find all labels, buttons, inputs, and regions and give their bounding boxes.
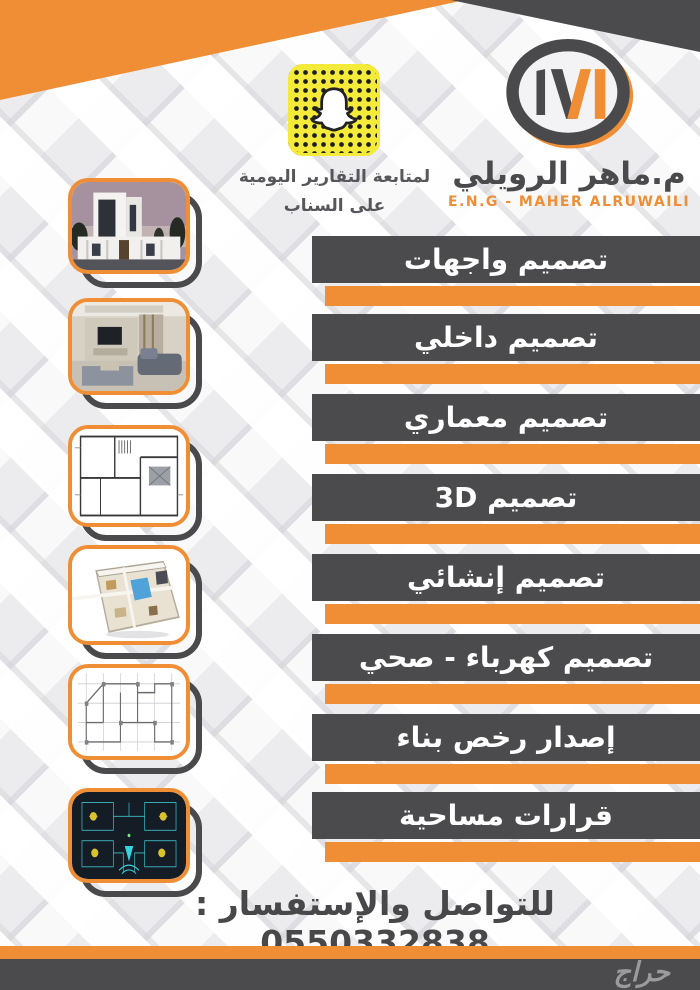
service-banner-survey-decisions: قرارات مساحية: [312, 792, 700, 862]
footer-dark-band: حراج: [0, 957, 700, 990]
service-label: تصميم 3D: [434, 480, 578, 514]
m-monogram-logo-icon: [506, 38, 634, 149]
structural-plan: [72, 668, 186, 756]
snapcode-caption-line2: على السناب: [283, 195, 386, 216]
service-banner-building-permits: إصدار رخص بناء: [312, 714, 700, 784]
gallery-card-villa-exterior: [68, 178, 202, 288]
service-banner-interior-design: تصميم داخلي: [312, 314, 700, 384]
banner-accent-stripe: [325, 842, 700, 862]
banner-accent-stripe: [325, 764, 700, 784]
banner-accent-stripe: [325, 684, 700, 704]
snapcode-caption-line1: لمتابعة التقارير اليومية: [238, 167, 431, 187]
gallery-card-interior: [68, 298, 202, 409]
snapchat-ghost-icon: [310, 87, 358, 132]
banner-accent-stripe: [325, 524, 700, 544]
service-banner-architectural-design: تصميم معماري: [312, 394, 700, 464]
banner-accent-stripe: [325, 286, 700, 306]
banner-accent-stripe: [325, 604, 700, 624]
service-label: تصميم داخلي: [414, 320, 598, 354]
interior-living-room-render: [72, 302, 186, 391]
top-left-orange-ribbon: [0, 0, 465, 100]
service-label: تصميم كهرباء - صحي: [358, 640, 654, 674]
haraj-watermark: حراج: [613, 957, 670, 988]
logo-name-arabic: م.ماهر الرويلي: [452, 156, 686, 192]
snapcode-caption: لمتابعة التقارير اليومية على السناب: [222, 163, 447, 221]
service-label: تصميم معماري: [403, 400, 609, 434]
logo-name-english: E.N.G - MAHER ALRUWAILI: [447, 194, 691, 210]
service-banner-3d-design: تصميم 3D: [312, 474, 700, 544]
2d-floor-plan: [72, 429, 186, 523]
gallery-card-2d-plan: [68, 425, 202, 541]
villa-exterior-render: [72, 182, 186, 270]
service-label: قرارات مساحية: [399, 798, 613, 832]
footer-orange-stripe: [0, 946, 700, 959]
snapchat-snapcode-icon: [288, 64, 380, 156]
service-banner-electrical-sanitary-design: تصميم كهرباء - صحي: [312, 634, 700, 704]
service-label: تصميم واجهات: [403, 242, 609, 276]
banner-accent-stripe: [325, 444, 700, 464]
gallery-card-electrical-plan: [68, 788, 202, 897]
banner-accent-stripe: [325, 364, 700, 384]
service-banner-facade-design: تصميم واجهات: [312, 236, 700, 306]
gallery-card-3d-plan: [68, 545, 202, 659]
service-label: إصدار رخص بناء: [396, 720, 616, 754]
service-label: تصميم إنشائي: [407, 560, 605, 594]
service-banner-structural-design: تصميم إنشائي: [312, 554, 700, 624]
electrical-plan: [72, 792, 186, 879]
3d-floor-plan: [72, 549, 186, 641]
gallery-card-structural-plan: [68, 664, 202, 774]
company-logo: م.ماهر الرويلي E.N.G - MAHER ALRUWAILI: [438, 38, 700, 210]
